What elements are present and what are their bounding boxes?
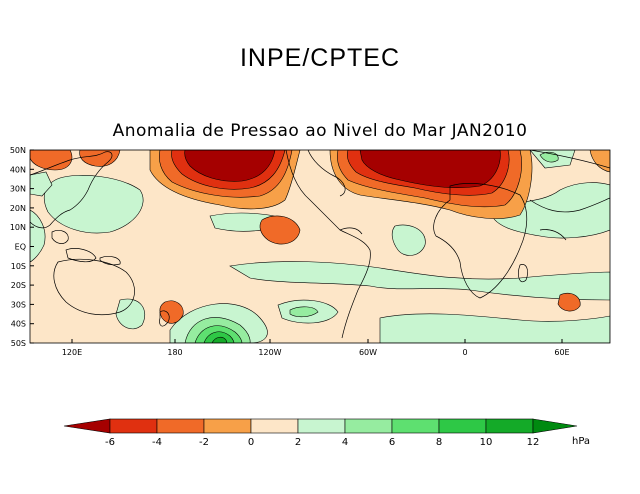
colorbar-label: 0	[248, 437, 254, 448]
colorbar-swatch	[438, 418, 487, 434]
colorbar-swatch	[297, 418, 346, 434]
positive-anomaly-regions	[30, 150, 610, 343]
lon-label: 180	[167, 348, 182, 357]
colorbar-swatch	[344, 418, 393, 434]
coastlines	[30, 150, 610, 339]
lat-label: 10N	[10, 223, 26, 232]
positive-anomaly-strong	[184, 151, 559, 343]
colorbar-label: -2	[199, 437, 209, 448]
map-title: Anomalia de Pressao ao Nivel do Mar JAN2…	[112, 121, 528, 141]
colorbar-label: -4	[152, 437, 162, 448]
lat-label: 40N	[10, 165, 26, 174]
colorbar	[63, 418, 578, 434]
lat-label: 10S	[11, 262, 26, 271]
lat-label: 20S	[11, 281, 26, 290]
lon-label: 60W	[359, 348, 377, 357]
colorbar-swatch	[109, 418, 158, 434]
lon-label: 120E	[62, 348, 82, 357]
colorbar-label: 8	[436, 437, 442, 448]
colorbar-swatch	[485, 418, 534, 434]
lat-label: 20N	[10, 204, 26, 213]
colorbar-label: -6	[105, 437, 115, 448]
lat-label: 40S	[11, 320, 26, 329]
lat-label: 30S	[11, 300, 26, 309]
colorbar-label: 12	[527, 437, 540, 448]
colorbar-swatch	[63, 418, 111, 434]
lat-label: 50S	[11, 339, 26, 348]
colorbar-swatch	[250, 418, 299, 434]
colorbar-swatch	[203, 418, 252, 434]
colorbar-swatch	[532, 418, 578, 434]
colorbar-unit: hPa	[572, 436, 590, 447]
colorbar-label: 4	[342, 437, 348, 448]
colorbar-labels: -6 -4 -2 0 2 4 6 8 10 12 hPa	[105, 436, 590, 448]
negative-anomaly-regions	[30, 150, 610, 324]
lat-label: 30N	[10, 185, 26, 194]
lat-label: 50N	[10, 146, 26, 155]
latitude-axis: 50N 40N 30N 20N 10N EQ 10S 20S 30S 40S 5…	[10, 146, 34, 348]
colorbar-swatch	[391, 418, 440, 434]
lon-label: 60E	[554, 348, 569, 357]
colorbar-label: 2	[295, 437, 301, 448]
colorbar-label: 10	[480, 437, 493, 448]
pressure-anomaly-map	[30, 150, 610, 343]
main-title: INPE/CPTEC	[239, 44, 401, 72]
longitude-axis: 120E 180 120W 60W 0 60E	[62, 339, 570, 357]
colorbar-swatch	[156, 418, 205, 434]
colorbar-label: 6	[389, 437, 395, 448]
lat-label: EQ	[15, 243, 26, 252]
lon-label: 0	[462, 348, 467, 357]
lon-label: 120W	[258, 348, 281, 357]
